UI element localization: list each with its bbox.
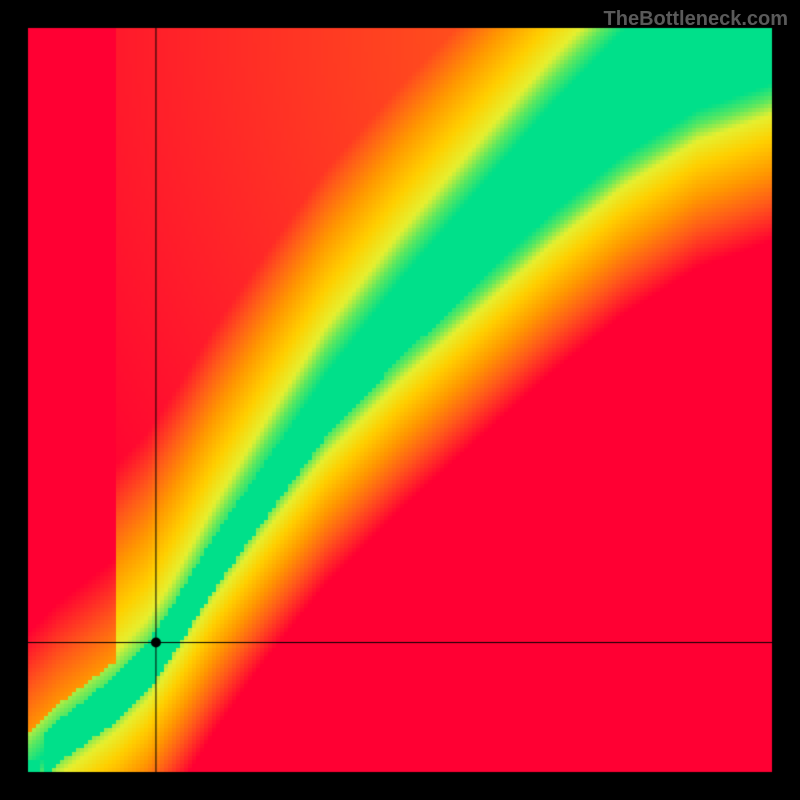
heatmap-canvas	[0, 0, 800, 800]
chart-container: TheBottleneck.com	[0, 0, 800, 800]
watermark-text: TheBottleneck.com	[604, 8, 788, 31]
